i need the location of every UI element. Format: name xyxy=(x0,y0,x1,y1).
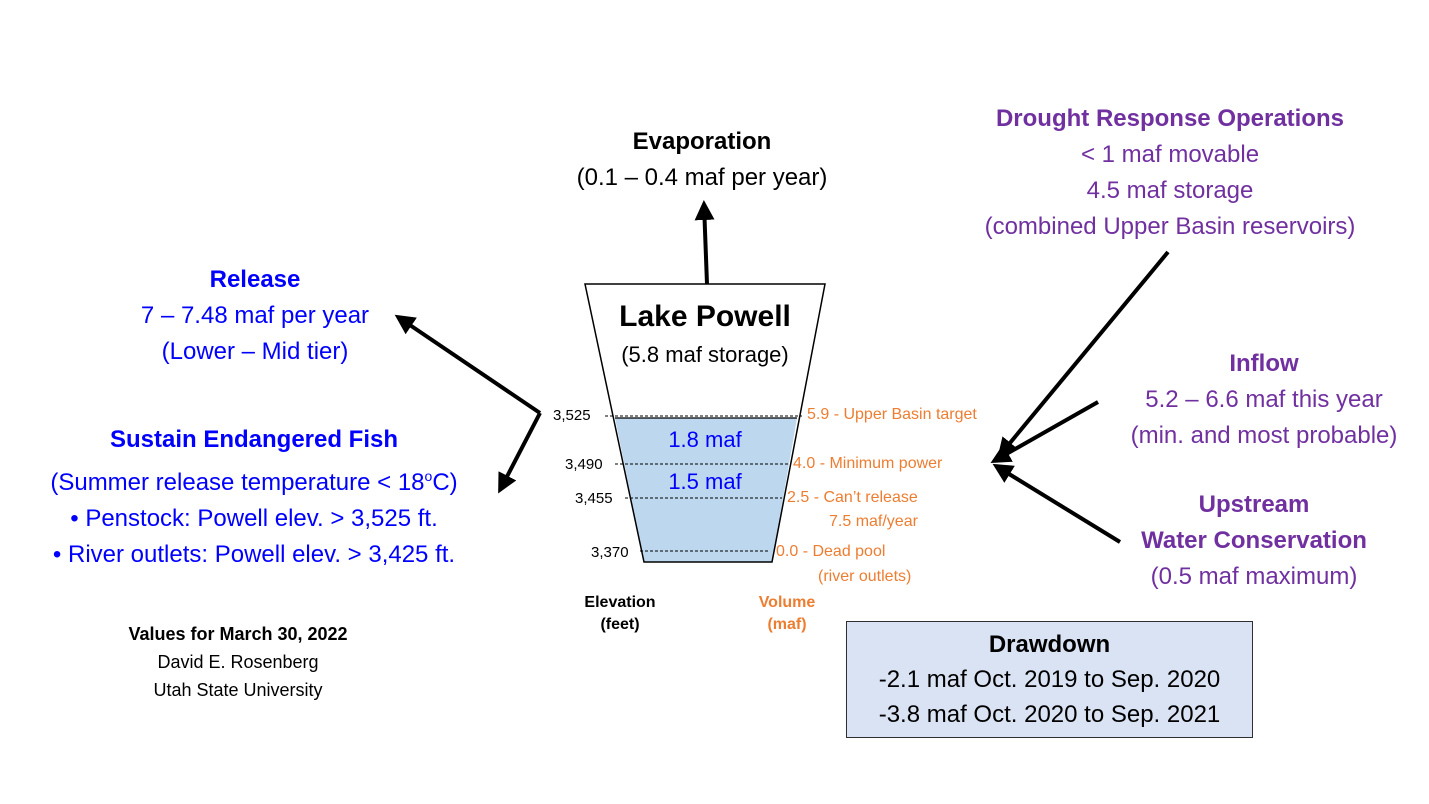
conservation-title2: Water Conservation xyxy=(1141,527,1367,554)
drought-line1: < 1 maf movable xyxy=(1080,141,1260,168)
elevation-3370: 3,370 xyxy=(591,544,629,561)
inflow-arrow xyxy=(990,400,1099,463)
drought-line2: 4.5 maf storage xyxy=(1086,177,1254,204)
volume-caption-line1: Volume xyxy=(758,594,816,611)
lake-storage: (5.8 maf storage) xyxy=(621,342,789,367)
conservation-label: Upstream Water Conservation (0.5 maf max… xyxy=(1114,487,1394,595)
elevation-3455: 3,455 xyxy=(575,490,613,507)
lake-title: Lake Powell xyxy=(619,300,791,333)
elevation-caption-line1: Elevation xyxy=(584,594,656,611)
volume-upper-basin-target: 5.9 - Upper Basin target xyxy=(807,406,977,423)
credit-author: David E. Rosenberg xyxy=(157,652,319,672)
drought-title: Drought Response Operations xyxy=(995,105,1345,132)
release-line1: 7 – 7.48 maf per year xyxy=(140,302,370,329)
elevation-3525: 3,525 xyxy=(553,407,591,424)
elevation-caption-line2: (feet) xyxy=(600,616,640,633)
elevation-caption: Elevation (feet) xyxy=(570,592,670,636)
fish-line1-sup: o xyxy=(424,468,433,484)
conservation-line1: (0.5 maf maximum) xyxy=(1150,563,1358,590)
release-line2: (Lower – Mid tier) xyxy=(161,338,349,365)
elevation-3490: 3,490 xyxy=(565,456,603,473)
volume-caption: Volume (maf) xyxy=(737,592,837,636)
volume-dead-pool: 0.0 - Dead pool xyxy=(776,543,886,560)
release-title: Release xyxy=(209,266,301,293)
release-label: Release 7 – 7.48 maf per year (Lower – M… xyxy=(105,262,405,370)
volume-dead-pool-note: (river outlets) xyxy=(818,568,912,585)
inflow-label: Inflow 5.2 – 6.6 maf this year (min. and… xyxy=(1104,346,1424,454)
fish-line1: (Summer release temperature < 18oC) xyxy=(14,458,494,501)
fish-line1-pre: (Summer release temperature < 18 xyxy=(50,469,425,496)
evaporation-label: Evaporation (0.1 – 0.4 maf per year) xyxy=(552,124,852,196)
drawdown-line2: -3.8 maf Oct. 2020 to Sep. 2021 xyxy=(878,701,1221,728)
drought-line3: (combined Upper Basin reservoirs) xyxy=(984,213,1356,240)
drawdown-box: Drawdown -2.1 maf Oct. 2019 to Sep. 2020… xyxy=(846,621,1253,738)
inflow-line1: 5.2 – 6.6 maf this year xyxy=(1145,386,1383,413)
lake-lower-volume: 1.5 maf xyxy=(668,469,742,494)
credit-date: Values for March 30, 2022 xyxy=(128,624,348,644)
fish-label: Sustain Endangered Fish (Summer release … xyxy=(14,422,494,573)
drought-arrow xyxy=(997,250,1170,459)
drawdown-line1: -2.1 maf Oct. 2019 to Sep. 2020 xyxy=(878,666,1221,693)
conservation-arrow xyxy=(992,463,1122,544)
evaporation-arrow xyxy=(694,200,715,285)
fish-bullet1: • Penstock: Powell elev. > 3,525 ft. xyxy=(70,505,438,532)
evaporation-title: Evaporation xyxy=(632,128,772,155)
volume-cant-release: 2.5 - Can’t release xyxy=(787,489,918,506)
fish-title: Sustain Endangered Fish xyxy=(109,426,399,453)
credit-institution: Utah State University xyxy=(153,680,323,700)
volume-minimum-power: 4.0 - Minimum power xyxy=(793,455,943,472)
volume-caption-line2: (maf) xyxy=(767,616,807,633)
inflow-title: Inflow xyxy=(1229,350,1299,377)
credit-block: Values for March 30, 2022 David E. Rosen… xyxy=(88,620,388,704)
drawdown-title: Drawdown xyxy=(988,631,1111,658)
drought-label: Drought Response Operations < 1 maf mova… xyxy=(940,101,1400,245)
reservoir-outline xyxy=(584,283,826,563)
fish-line1-post: C) xyxy=(432,469,458,496)
lake-upper-volume: 1.8 maf xyxy=(668,427,742,452)
release-arrow xyxy=(394,314,542,415)
inflow-line2: (min. and most probable) xyxy=(1130,422,1398,449)
evaporation-detail: (0.1 – 0.4 maf per year) xyxy=(576,164,828,191)
fish-bullet2: • River outlets: Powell elev. > 3,425 ft… xyxy=(52,541,456,568)
reservoir-water xyxy=(615,418,797,562)
conservation-title1: Upstream xyxy=(1198,491,1310,518)
volume-cant-release-rate: 7.5 maf/year xyxy=(829,513,918,530)
fish-arrow xyxy=(498,412,542,494)
